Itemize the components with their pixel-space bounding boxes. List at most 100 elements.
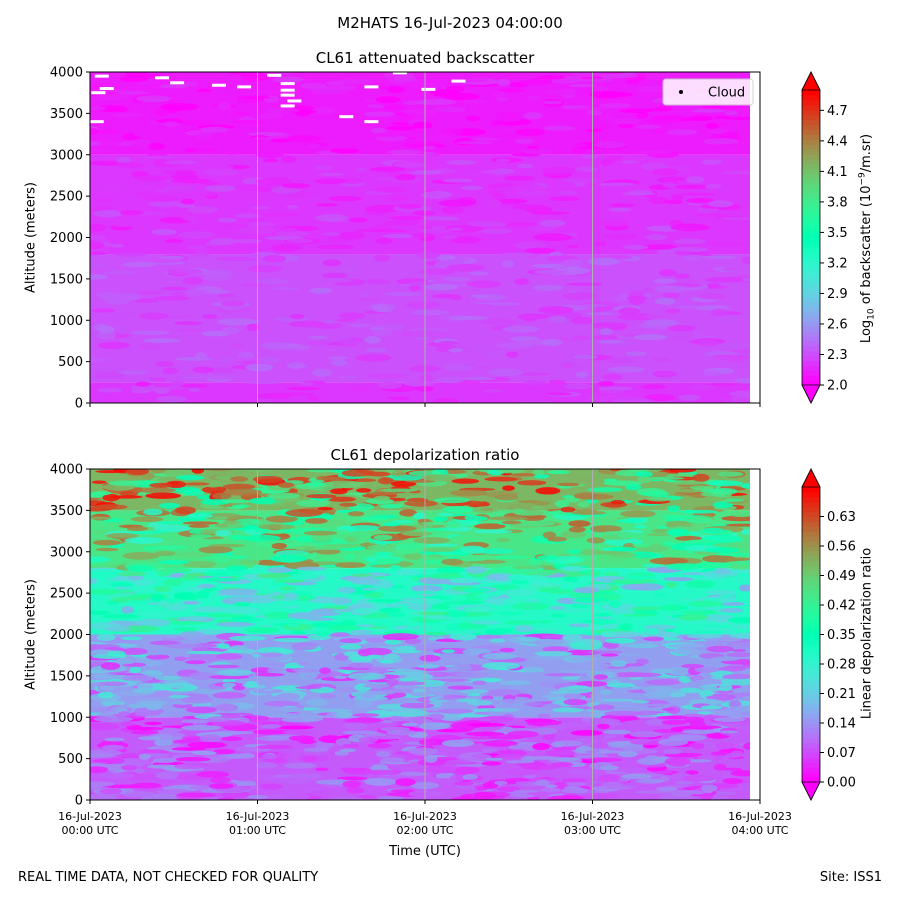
top-field-patch [230, 342, 244, 349]
top-field-patch [364, 335, 381, 344]
bottom-y-tick-label: 2000 [50, 628, 83, 643]
bottom-field-patch [418, 722, 450, 730]
bottom-field-patch [204, 469, 233, 472]
top-field-patch [311, 89, 348, 95]
bottom-field-patch [598, 774, 621, 782]
top-colorbar-step [802, 311, 820, 317]
bottom-field-patch [577, 501, 590, 508]
top-field-patch [652, 129, 667, 134]
bottom-field-patch [692, 473, 710, 482]
bottom-field-patch [208, 626, 227, 631]
top-field-patch [335, 79, 375, 85]
bottom-field-patch [296, 566, 327, 571]
top-field-patch [607, 366, 645, 373]
bottom-field-patch [476, 548, 514, 555]
bottom-field-patch [602, 729, 632, 735]
top-y-tick-label: 500 [58, 355, 83, 370]
top-field-patch [432, 92, 451, 97]
bottom-field-patch [587, 650, 624, 654]
bottom-field-patch [153, 524, 191, 532]
bottom-field-patch [694, 630, 729, 634]
bottom-field-patch [528, 582, 562, 588]
top-field-patch [130, 384, 158, 392]
top-field-patch [714, 115, 730, 120]
bottom-field-patch [504, 777, 531, 782]
top-field-patch [496, 142, 525, 147]
bottom-field-patch [618, 652, 642, 657]
top-field-patch [412, 121, 433, 129]
top-field-patch [587, 257, 621, 266]
bottom-field-patch [197, 583, 216, 589]
bottom-field-patch [165, 635, 178, 639]
bottom-field-patch [685, 580, 716, 589]
bottom-field-patch [632, 543, 651, 547]
bottom-field-patch [353, 607, 377, 615]
top-field-patch [285, 135, 322, 143]
top-field-patch [573, 354, 598, 360]
bottom-field-patch [200, 498, 231, 505]
top-field-patch [289, 320, 325, 328]
bottom-field-patch [310, 597, 335, 603]
bottom-field-patch [741, 529, 750, 536]
bottom-field-patch [355, 700, 373, 708]
bottom-field-patch [372, 735, 402, 740]
top-field-patch [541, 166, 576, 175]
bottom-field-patch [217, 643, 230, 650]
bottom-field-patch [367, 654, 383, 659]
bottom-field-patch [560, 530, 586, 539]
top-field-patch [645, 234, 668, 241]
bottom-field-patch [145, 703, 162, 711]
top-colorbar-tick-label: 3.5 [827, 226, 848, 241]
bottom-field-patch [636, 757, 663, 765]
top-field-patch [315, 277, 352, 283]
bottom-field-patch [507, 730, 539, 738]
bottom-colorbar-step [802, 772, 820, 778]
bottom-field-patch [451, 478, 480, 484]
bottom-field-patch [122, 625, 159, 633]
bottom-colorbar-tick-label: 0.14 [827, 717, 856, 732]
bottom-field-patch [175, 756, 211, 762]
top-field-patch [382, 292, 422, 297]
bottom-field-patch [472, 791, 497, 800]
bottom-field-patch [701, 784, 718, 792]
bottom-field-patch [702, 495, 727, 502]
top-field-patch [608, 207, 632, 212]
bottom-field-patch [675, 535, 703, 541]
top-field-patch [141, 155, 176, 159]
bottom-field-patch [437, 708, 474, 714]
bottom-field-patch [421, 521, 449, 526]
bottom-field-patch [337, 776, 368, 781]
top-field-patch [442, 365, 475, 371]
bottom-colorbar-tick-label: 0.35 [827, 628, 856, 643]
top-field-patch [617, 285, 645, 290]
bottom-field-patch [273, 706, 305, 712]
bottom-field-patch [384, 639, 402, 645]
top-field-patch [234, 213, 261, 219]
bottom-colorbar-step [802, 659, 820, 665]
bottom-field-patch [253, 475, 283, 483]
bottom-field-patch [154, 550, 176, 557]
bottom-colorbar-step [802, 698, 820, 704]
top-colorbar-step [802, 335, 820, 342]
bottom-field-patch [539, 787, 561, 793]
top-colorbar-step [802, 139, 820, 145]
top-field-patch [516, 290, 551, 297]
bottom-field-patch [183, 616, 208, 621]
bottom-field-patch [557, 722, 596, 728]
bottom-field-patch [285, 618, 306, 623]
top-field-patch [300, 382, 314, 386]
bottom-field-patch [442, 694, 456, 700]
bottom-field-patch [666, 667, 692, 676]
top-field-patch [418, 229, 453, 234]
bottom-field-patch [403, 552, 423, 560]
bottom-colorbar-tick-label: 0.28 [827, 658, 856, 673]
top-field-patch [322, 232, 340, 236]
top-field-patch [217, 293, 236, 298]
top-field-patch [397, 203, 423, 209]
top-colorbar-step [802, 286, 820, 293]
top-field-patch [679, 192, 716, 196]
bottom-field-patch [394, 669, 426, 675]
top-field-patch [514, 138, 535, 144]
bottom-field-patch [406, 497, 429, 503]
bottom-field-patch [420, 527, 450, 531]
